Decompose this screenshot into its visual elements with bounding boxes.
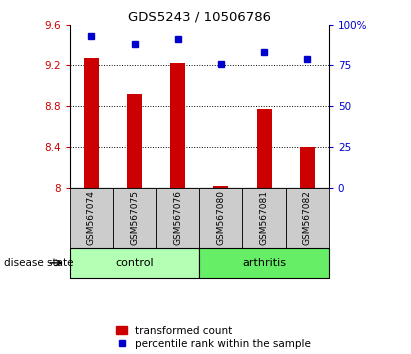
Bar <box>256 109 272 188</box>
Legend: transformed count, percentile rank within the sample: transformed count, percentile rank withi… <box>116 326 311 349</box>
Text: GSM567081: GSM567081 <box>260 190 268 245</box>
Bar <box>127 94 142 188</box>
Bar <box>242 188 286 248</box>
Bar <box>213 185 229 188</box>
Title: GDS5243 / 10506786: GDS5243 / 10506786 <box>128 11 271 24</box>
Text: control: control <box>115 258 154 268</box>
Text: GSM567082: GSM567082 <box>303 190 312 245</box>
Text: GSM567076: GSM567076 <box>173 190 182 245</box>
Bar <box>156 188 199 248</box>
Text: GSM567075: GSM567075 <box>130 190 139 245</box>
Bar <box>300 147 315 188</box>
Bar <box>199 248 329 278</box>
Bar <box>286 188 329 248</box>
Text: GSM567074: GSM567074 <box>87 190 96 245</box>
Bar <box>170 63 185 188</box>
Bar <box>84 58 99 188</box>
Bar <box>113 188 156 248</box>
Text: GSM567080: GSM567080 <box>217 190 225 245</box>
Text: arthritis: arthritis <box>242 258 286 268</box>
Text: disease state: disease state <box>4 258 74 268</box>
Bar <box>199 188 242 248</box>
Bar <box>70 188 113 248</box>
Bar <box>70 248 199 278</box>
